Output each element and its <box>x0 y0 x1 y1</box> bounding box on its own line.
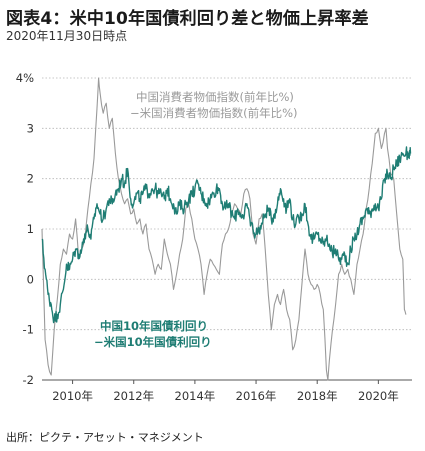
series-line-cpi-diff <box>41 77 407 381</box>
chart-title: 図表4：米中10年国債利回り差と物価上昇率差 <box>6 9 369 29</box>
x-tick-label: 2014年 <box>175 389 216 403</box>
x-tick-label: 2016年 <box>236 389 277 403</box>
label-cpi-diff: 中国消費者物価指数(前年比%) <box>136 90 294 104</box>
x-tick-label: 2012年 <box>113 389 154 403</box>
series-line-yield-diff <box>41 146 412 324</box>
chart-date: 2020年11月30日時点 <box>6 29 128 43</box>
y-tick-label: -1 <box>23 323 34 337</box>
series <box>41 77 412 381</box>
y-tick-label: 4% <box>16 71 34 85</box>
axes <box>42 379 412 384</box>
y-tick-label: -2 <box>23 373 34 387</box>
y-tick-label: 1 <box>27 222 34 236</box>
y-tick-label: 0 <box>27 272 34 286</box>
label-cpi-diff: −米国消費者物価指数(前年比%) <box>130 106 298 120</box>
y-tick-label: 3 <box>27 121 34 135</box>
tick-labels: 4% 3 2 1 0 -1 -2 2010年 2012年 2014年 2016年 2018年 2020年 <box>16 71 399 403</box>
x-tick-label: 2010年 <box>52 389 93 403</box>
series-labels: 中国消費者物価指数(前年比%) −米国消費者物価指数(前年比%) 中国10年国債利回… <box>94 90 298 349</box>
y-tick-label: 2 <box>27 172 34 186</box>
label-yield-diff: −米国10年国債利回り <box>94 335 212 349</box>
label-yield-diff: 中国10年国債利回り <box>100 319 208 333</box>
x-tick-label: 2020年 <box>358 389 399 403</box>
x-tick-label: 2018年 <box>297 389 338 403</box>
source-note: 出所：ピクテ・アセット・マネジメント <box>6 431 204 444</box>
